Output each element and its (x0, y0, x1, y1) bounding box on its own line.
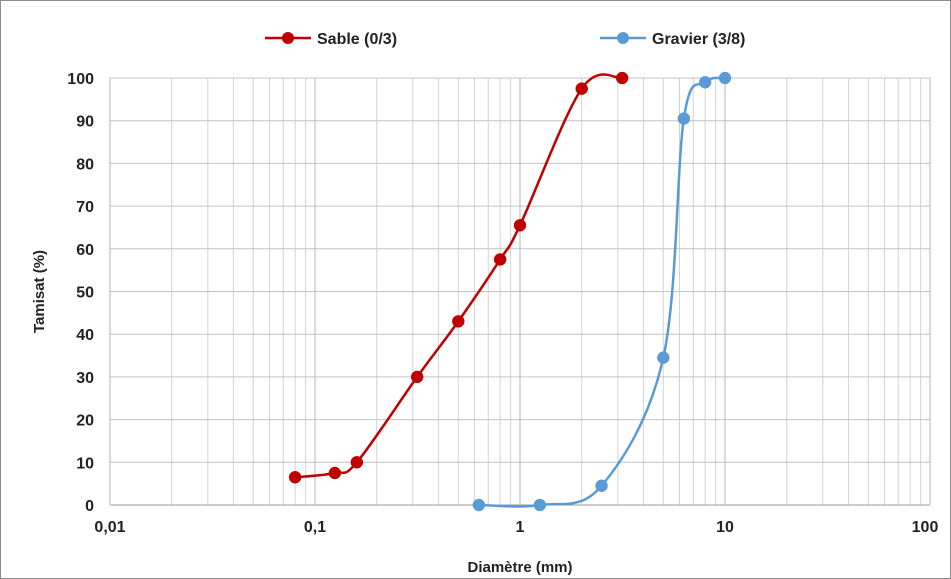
y-tick-label: 70 (76, 199, 94, 216)
x-tick-label: 0,1 (304, 519, 326, 536)
data-point (533, 498, 547, 512)
legend-item-2: Gravier (3/8) (600, 31, 745, 48)
series-layer (288, 71, 732, 512)
major-gridlines (109, 77, 931, 506)
data-point (493, 253, 507, 266)
x-tick-labels: 0,01 0,1 1 10 100 (94, 519, 938, 536)
y-tick-label: 30 (76, 370, 94, 387)
y-tick-label: 10 (76, 455, 94, 472)
data-point (657, 351, 670, 364)
y-tick-labels: 0 10 20 30 40 50 60 70 80 90 100 (67, 71, 94, 515)
data-point (288, 470, 302, 484)
series-2 (472, 71, 732, 512)
y-tick-label: 90 (76, 114, 94, 131)
data-point (575, 82, 588, 95)
y-tick-label: 100 (67, 71, 94, 88)
y-tick-label: 50 (76, 285, 94, 302)
y-tick-label: 0 (85, 498, 94, 515)
x-axis-title: Diamètre (mm) (467, 559, 572, 576)
legend: Sable (0/3) Gravier (3/8) (265, 31, 745, 48)
data-point (677, 112, 691, 125)
legend-label: Sable (0/3) (317, 31, 397, 48)
data-point (328, 466, 342, 480)
data-point (698, 76, 712, 89)
y-tick-label: 20 (76, 413, 94, 430)
data-point (513, 219, 527, 232)
x-tick-label: 10 (716, 519, 734, 536)
x-tick-label: 0,01 (94, 519, 125, 536)
series-1 (288, 71, 629, 484)
x-tick-label: 1 (516, 519, 525, 536)
data-point (615, 71, 629, 85)
legend-swatch-marker (617, 32, 629, 44)
y-tick-label: 80 (76, 156, 94, 173)
legend-label: Gravier (3/8) (652, 31, 745, 48)
series-line (478, 76, 726, 508)
data-point (452, 315, 465, 328)
legend-swatch-marker (282, 32, 294, 44)
data-point (472, 498, 486, 512)
data-point (350, 456, 364, 469)
y-tick-label: 40 (76, 327, 94, 344)
legend-item-1: Sable (0/3) (265, 31, 397, 48)
data-point (410, 370, 424, 384)
y-axis-title: Tamisat (%) (31, 250, 48, 333)
data-point (718, 71, 732, 85)
data-point (595, 479, 608, 493)
x-tick-label: 100 (912, 519, 939, 536)
y-tick-label: 60 (76, 242, 94, 259)
